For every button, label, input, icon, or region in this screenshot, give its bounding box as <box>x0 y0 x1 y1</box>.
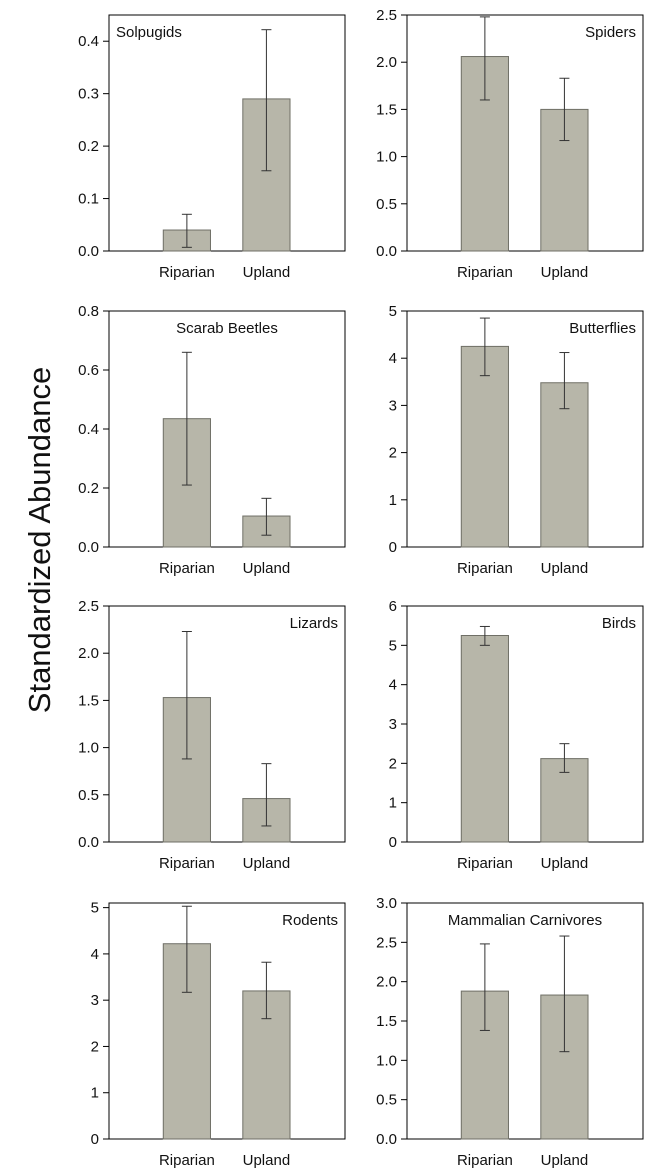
y-tick-label: 0.5 <box>78 787 99 804</box>
plot-frame <box>108 310 346 548</box>
x-tick-label: Upland <box>243 1152 291 1169</box>
panel-title: Birds <box>602 615 636 632</box>
y-tick-label: 1.5 <box>376 101 397 118</box>
y-tick-label: 0.2 <box>78 138 99 155</box>
plot-frame <box>406 902 644 1140</box>
x-tick-label: Upland <box>243 264 291 281</box>
y-tick-label: 3.0 <box>376 895 397 912</box>
panel-title: Spiders <box>585 24 636 41</box>
y-tick-label: 1.5 <box>78 692 99 709</box>
plot-frame <box>108 902 346 1140</box>
chart-panel-1: 0.0 0.5 1.0 1.5 2.0 2.5 Riparian Upland Spiders <box>376 7 644 281</box>
y-tick-label: 1.0 <box>78 740 99 757</box>
panel-title: Mammalian Carnivores <box>448 912 602 929</box>
chart-panel-6: 0 1 2 3 4 5 Riparian Upland Rodents <box>91 900 346 1169</box>
panel-title: Solpugids <box>116 24 182 41</box>
x-tick-label: Riparian <box>457 264 513 281</box>
bar-upland <box>540 382 589 548</box>
plot-frame <box>406 14 644 252</box>
plot-frame <box>406 310 644 548</box>
y-tick-label: 2 <box>389 755 397 772</box>
y-tick-label: 0.1 <box>78 191 99 208</box>
plot-frame <box>108 605 346 843</box>
y-tick-label: 2.5 <box>376 7 397 24</box>
y-tick-label: 0.4 <box>78 33 99 50</box>
y-tick-label: 5 <box>91 900 99 917</box>
y-tick-label: 5 <box>389 637 397 654</box>
x-tick-label: Riparian <box>457 1152 513 1169</box>
y-tick-label: 4 <box>91 946 99 963</box>
y-tick-label: 2 <box>91 1038 99 1055</box>
y-tick-label: 0 <box>389 834 397 851</box>
y-tick-label: 0.5 <box>376 1092 397 1109</box>
y-tick-label: 0.3 <box>78 86 99 103</box>
y-tick-label: 2.5 <box>78 598 99 615</box>
panel-title: Rodents <box>282 912 338 929</box>
x-tick-label: Riparian <box>159 1152 215 1169</box>
chart-panel-7: 0.0 0.5 1.0 1.5 2.0 2.5 3.0 Riparian Upland Mamma… <box>376 895 644 1169</box>
y-tick-label: 1 <box>389 492 397 509</box>
x-tick-label: Riparian <box>457 855 513 872</box>
x-tick-label: Upland <box>541 855 589 872</box>
y-tick-label: 0.0 <box>376 1131 397 1148</box>
x-tick-label: Upland <box>541 264 589 281</box>
y-tick-label: 0.0 <box>78 539 99 556</box>
y-tick-label: 0.0 <box>376 243 397 260</box>
y-axis-label: Standardized Abundance <box>22 367 57 713</box>
plot-frame <box>406 605 644 843</box>
y-tick-label: 2.0 <box>78 645 99 662</box>
y-tick-label: 1.0 <box>376 149 397 166</box>
panel-title: Scarab Beetles <box>176 320 278 337</box>
x-tick-label: Upland <box>541 1152 589 1169</box>
chart-panel-5: 0 1 2 3 4 5 6 Riparian Upland Birds <box>389 598 644 872</box>
chart-panel-0: 0.0 0.1 0.2 0.3 0.4 Riparian Upland Solpugids <box>78 14 346 281</box>
y-tick-label: 0.4 <box>78 421 99 438</box>
y-tick-label: 4 <box>389 350 397 367</box>
y-tick-label: 0.6 <box>78 362 99 379</box>
y-tick-label: 0.5 <box>376 196 397 213</box>
y-tick-label: 1.5 <box>376 1013 397 1030</box>
y-tick-label: 6 <box>389 598 397 615</box>
y-tick-label: 4 <box>389 677 397 694</box>
y-tick-label: 1.0 <box>376 1052 397 1069</box>
y-tick-label: 0 <box>389 539 397 556</box>
y-tick-label: 3 <box>389 716 397 733</box>
y-tick-label: 1 <box>389 795 397 812</box>
y-tick-label: 2.0 <box>376 54 397 71</box>
y-tick-label: 0.0 <box>78 834 99 851</box>
plot-frame <box>108 14 346 252</box>
x-tick-label: Upland <box>243 855 291 872</box>
y-tick-label: 2 <box>389 445 397 462</box>
y-tick-label: 0 <box>91 1131 99 1148</box>
y-tick-label: 3 <box>91 992 99 1009</box>
x-tick-label: Riparian <box>159 264 215 281</box>
y-tick-label: 2.0 <box>376 974 397 991</box>
y-tick-label: 0.8 <box>78 303 99 320</box>
bar-riparian <box>460 345 509 548</box>
x-tick-label: Riparian <box>159 560 215 577</box>
chart-panel-3: 0 1 2 3 4 5 Riparian Upland Butterflies <box>389 303 644 577</box>
y-tick-label: 5 <box>389 303 397 320</box>
panel-title: Lizards <box>290 615 338 632</box>
chart-panel-4: 0.0 0.5 1.0 1.5 2.0 2.5 Riparian Upland Lizards <box>78 598 346 872</box>
panel-title: Butterflies <box>569 320 636 337</box>
x-tick-label: Riparian <box>159 855 215 872</box>
bar-riparian <box>460 635 509 843</box>
x-tick-label: Upland <box>541 560 589 577</box>
y-tick-label: 1 <box>91 1085 99 1102</box>
y-tick-label: 0.0 <box>78 243 99 260</box>
x-tick-label: Upland <box>243 560 291 577</box>
chart-panel-2: 0.0 0.2 0.4 0.6 0.8 Riparian Upland Scarab Beet… <box>78 303 346 577</box>
y-tick-label: 0.2 <box>78 480 99 497</box>
y-tick-label: 2.5 <box>376 934 397 951</box>
x-tick-label: Riparian <box>457 560 513 577</box>
y-tick-label: 3 <box>389 397 397 414</box>
